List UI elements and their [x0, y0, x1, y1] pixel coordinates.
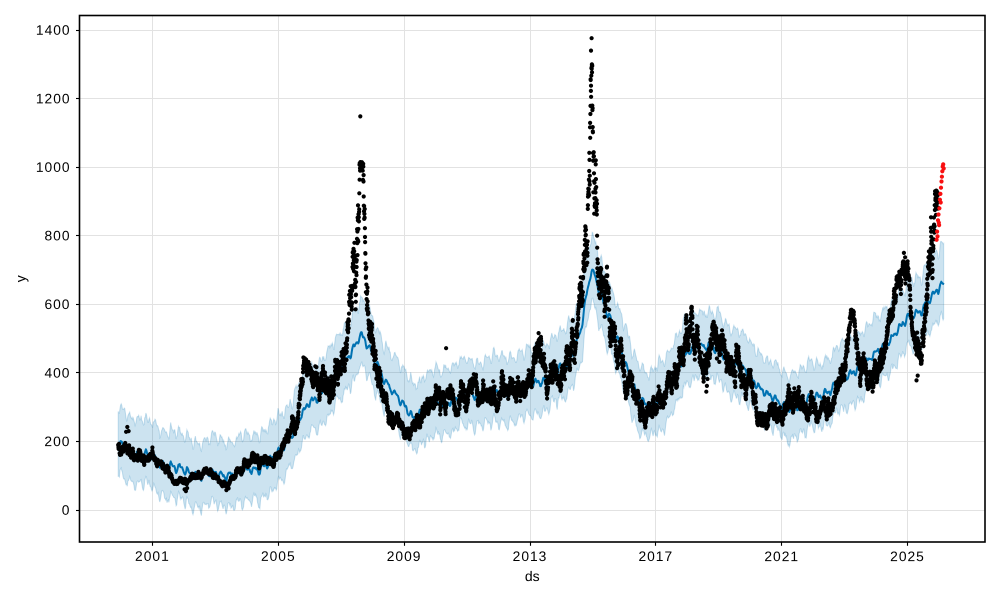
- svg-text:2017: 2017: [638, 549, 673, 564]
- svg-text:0: 0: [62, 503, 71, 518]
- svg-text:600: 600: [44, 297, 70, 312]
- svg-text:200: 200: [44, 434, 70, 449]
- svg-text:1400: 1400: [36, 23, 71, 38]
- svg-text:2005: 2005: [261, 549, 296, 564]
- svg-text:1000: 1000: [36, 160, 71, 175]
- svg-text:2013: 2013: [513, 549, 548, 564]
- svg-text:1200: 1200: [36, 91, 71, 106]
- svg-text:2001: 2001: [135, 549, 170, 564]
- svg-text:2021: 2021: [764, 549, 799, 564]
- svg-text:800: 800: [44, 228, 70, 243]
- svg-text:2025: 2025: [890, 549, 925, 564]
- svg-text:2009: 2009: [387, 549, 422, 564]
- svg-text:400: 400: [44, 366, 70, 381]
- svg-text:y: y: [13, 275, 29, 282]
- svg-text:ds: ds: [525, 568, 540, 584]
